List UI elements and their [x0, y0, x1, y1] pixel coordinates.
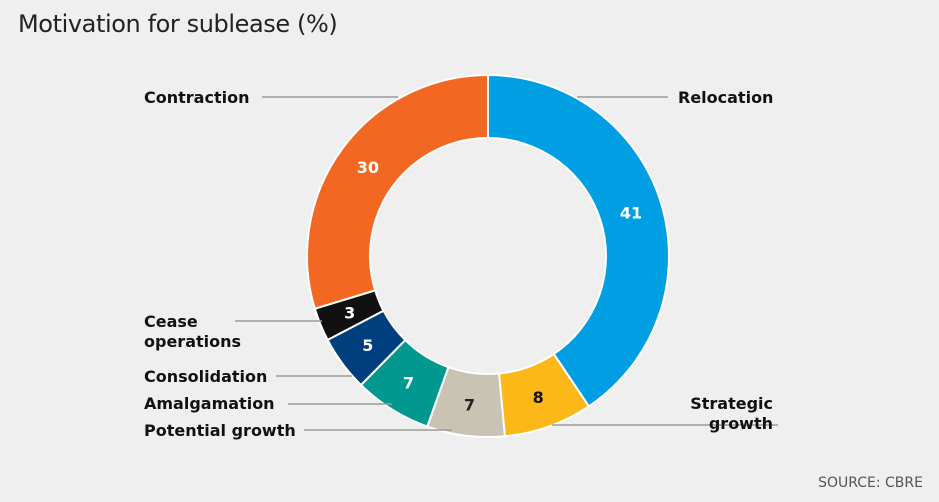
value-label-relocation: 41 — [620, 203, 642, 222]
category-labels: Relocation Strategic growth Potential growt… — [144, 88, 773, 440]
category-label-amalgamation: Amalgamation — [144, 394, 275, 413]
value-label-cease-operations: 3 — [344, 304, 355, 323]
category-label-relocation: Relocation — [678, 88, 773, 107]
value-label-potential-growth: 7 — [464, 395, 475, 414]
source-note: SOURCE: CBRE — [818, 475, 923, 491]
value-label-amalgamation: 7 — [403, 374, 414, 393]
value-label-consolidation: 5 — [362, 336, 373, 355]
category-label-strategic-growth: Strategic growth — [690, 394, 773, 433]
category-label-consolidation: Consolidation — [144, 367, 267, 386]
value-labels: 41 8 7 7 53 30 — [344, 158, 642, 414]
category-label-cease-operations: Cease operations — [144, 312, 241, 351]
category-label-potential-growth: Potential growth — [144, 421, 296, 440]
slice-relocation — [487, 73, 670, 408]
slice-contraction — [306, 73, 489, 310]
value-label-strategic-growth: 8 — [533, 388, 544, 407]
category-label-contraction: Contraction — [144, 88, 249, 107]
leader-lines — [235, 96, 778, 431]
donut-slices — [306, 73, 670, 438]
value-label-contraction: 30 — [357, 158, 379, 177]
chart-title: Motivation for sublease (%) — [18, 10, 338, 38]
